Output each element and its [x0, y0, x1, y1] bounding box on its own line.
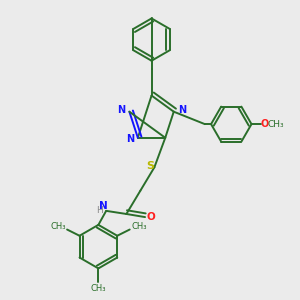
Text: N: N: [126, 134, 134, 144]
Text: CH₃: CH₃: [131, 222, 147, 231]
Text: CH₃: CH₃: [50, 222, 65, 231]
Text: N: N: [99, 201, 108, 211]
Text: N: N: [118, 105, 126, 115]
Text: CH₃: CH₃: [91, 284, 106, 292]
Text: H: H: [96, 206, 103, 215]
Text: N: N: [178, 105, 187, 115]
Text: CH₃: CH₃: [268, 120, 284, 129]
Text: O: O: [260, 119, 269, 129]
Text: S: S: [147, 161, 154, 171]
Text: O: O: [146, 212, 155, 222]
